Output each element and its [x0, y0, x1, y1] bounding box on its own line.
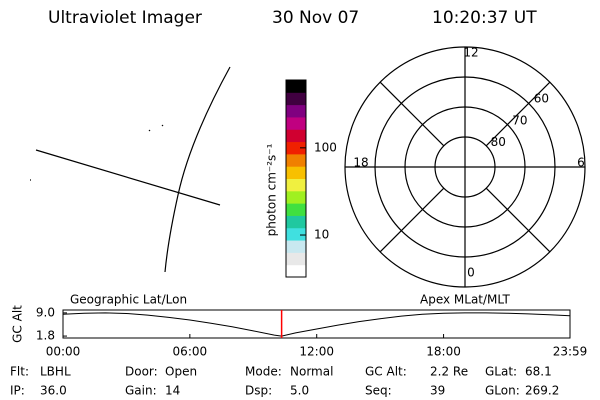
polar-spoke [379, 187, 445, 253]
time: 10:20:37 UT [432, 8, 537, 28]
alt-xtick-label: 18:00 [426, 345, 461, 359]
param-label: Door: [125, 365, 158, 379]
param-label: Dsp: [245, 384, 272, 398]
param-value: Normal [290, 365, 333, 379]
alt-ytick-label: 9.0 [36, 305, 55, 319]
colorbar-frame [285, 79, 307, 278]
colorbar-cell [286, 264, 306, 278]
param-label: GC Alt: [365, 365, 407, 379]
colorbar-cell [286, 240, 306, 253]
map-line [164, 66, 231, 273]
param-label: GLat: [485, 365, 517, 379]
param-value: 5.0 [290, 384, 309, 398]
polar-spoke [485, 187, 551, 253]
param-value: 269.2 [525, 384, 559, 398]
colorbar-cell [286, 141, 306, 155]
param-label: Seq: [365, 384, 392, 398]
alt-ytick-label: 1.8 [36, 329, 55, 343]
colorbar-cell [286, 92, 306, 106]
alt-xtick-label: 12:00 [299, 345, 334, 359]
alt-xtick-label: 00:00 [46, 345, 81, 359]
polar-spoke [485, 81, 551, 147]
param-label: Gain: [125, 384, 157, 398]
colorbar-cell [286, 252, 306, 266]
colorbar-tick-label: 100 [314, 140, 337, 154]
colorbar-cell [286, 153, 306, 167]
param-value: 68.1 [525, 365, 552, 379]
param-value: 2.2 Re [430, 365, 468, 379]
colorbar-cell [286, 116, 306, 130]
colorbar-cell [286, 190, 306, 204]
map-line [35, 149, 221, 206]
colorbar-cell [286, 166, 306, 179]
colorbar-cell [286, 104, 306, 118]
colorbar-cell [286, 203, 306, 216]
colorbar-tick-label: 10 [314, 228, 329, 242]
polar-spoke [379, 81, 445, 147]
date: 30 Nov 07 [272, 8, 359, 28]
param-label: IP: [10, 384, 25, 398]
param-label: GLon: [485, 384, 520, 398]
alt-xtick-label: 23:59 [553, 345, 588, 359]
alt-ylabel: GC Alt [11, 305, 25, 343]
map-dot [161, 124, 164, 127]
colorbar-cell [286, 178, 306, 192]
colorbar-cell [286, 80, 306, 93]
mlt-label: 18 [353, 156, 368, 170]
colorbar-cell [286, 227, 306, 241]
param-value: 39 [430, 384, 445, 398]
colorbar-cell [286, 129, 306, 143]
mlt-label: 12 [463, 46, 478, 60]
alt-right-label: Apex MLat/MLT [420, 293, 510, 307]
param-value: LBHL [40, 365, 71, 379]
map-panel [30, 66, 231, 273]
param-label: Mode: [245, 365, 282, 379]
alt-xtick-label: 06:00 [173, 345, 208, 359]
polar-ring-label: 80 [491, 135, 506, 149]
colorbar-label: photon cm⁻²s⁻¹ [265, 143, 279, 236]
alt-curve [62, 312, 571, 337]
mlt-label: 6 [577, 156, 585, 170]
polar-ring-label: 60 [534, 92, 549, 106]
polar-ring-label: 70 [512, 113, 527, 127]
param-value: Open [165, 365, 197, 379]
title: Ultraviolet Imager [48, 8, 202, 28]
param-value: 36.0 [40, 384, 67, 398]
mlt-label: 0 [467, 266, 475, 280]
colorbar-cell [286, 215, 306, 229]
alt-left-label: Geographic Lat/Lon [70, 293, 187, 307]
map-dot [148, 129, 151, 132]
param-label: Flt: [10, 365, 29, 379]
param-value: 14 [165, 384, 180, 398]
